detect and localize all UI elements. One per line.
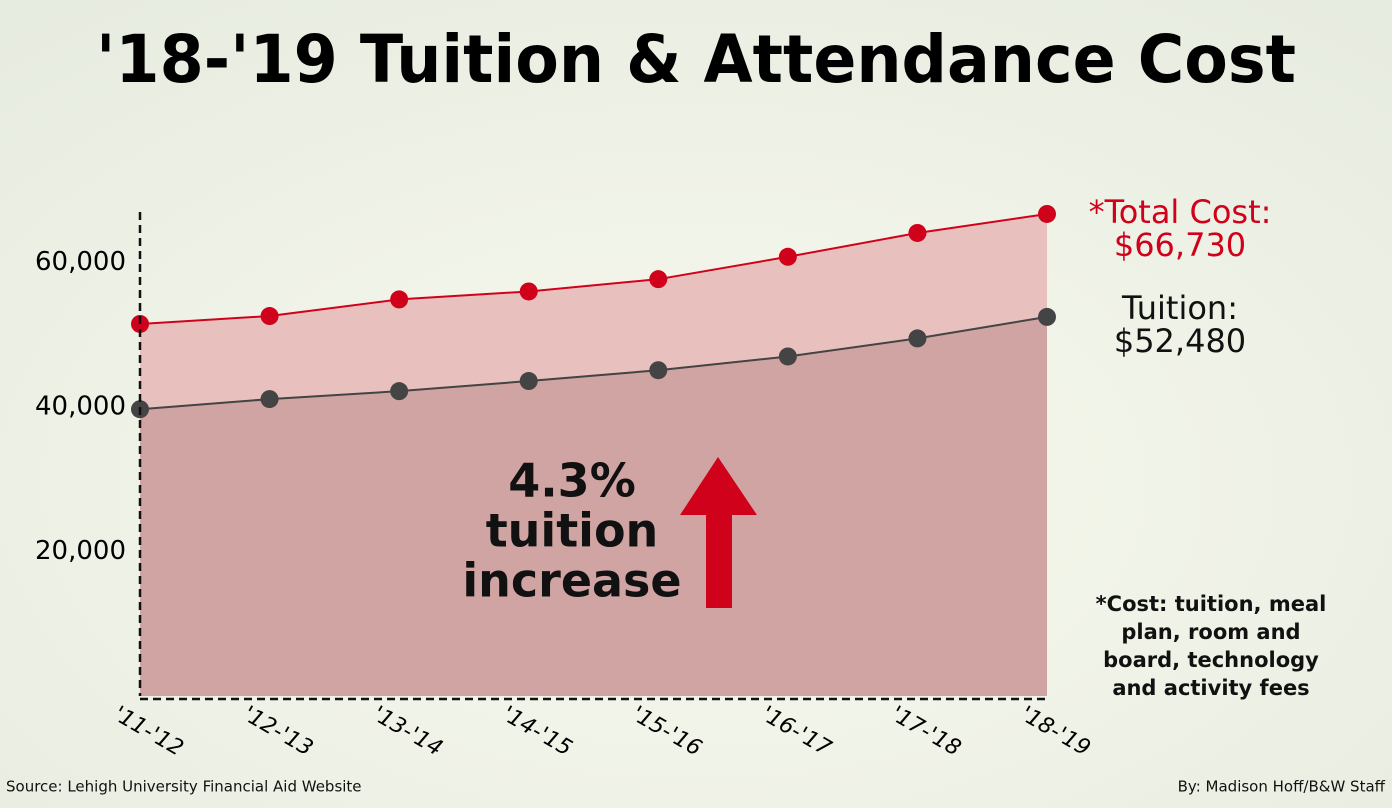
increase-arrow bbox=[680, 457, 757, 608]
credit: By: Madison Hoff/B&W Staff bbox=[1178, 778, 1386, 796]
data-point bbox=[390, 290, 409, 309]
data-point bbox=[1038, 307, 1056, 326]
cost-note: *Cost: tuition, meal bbox=[1096, 592, 1327, 616]
data-point bbox=[1038, 204, 1056, 223]
total-cost-value: $66,730 bbox=[1114, 226, 1246, 264]
increase-text: increase bbox=[462, 554, 681, 608]
data-point bbox=[260, 307, 279, 326]
tuition-value: $52,480 bbox=[1114, 322, 1246, 360]
annotations: *Total Cost:$66,730 Tuition:$52,480 4.3%tu… bbox=[6, 193, 1386, 796]
increase-text: tuition bbox=[486, 504, 659, 558]
data-point bbox=[649, 270, 668, 289]
area bbox=[140, 316, 1047, 696]
tuition-label: Tuition: bbox=[1121, 289, 1238, 327]
y-tick-label: 20,000 bbox=[35, 536, 126, 566]
data-point bbox=[390, 382, 409, 401]
data-point bbox=[778, 247, 797, 266]
data-point bbox=[908, 223, 927, 242]
cost-note: plan, room and bbox=[1121, 620, 1300, 644]
data-point bbox=[778, 347, 797, 366]
cost-note: and activity fees bbox=[1112, 676, 1309, 700]
data-point bbox=[649, 361, 668, 380]
data-point bbox=[519, 372, 538, 391]
line bbox=[139, 315, 1048, 411]
source: Source: Lehigh University Financial Aid … bbox=[6, 778, 362, 796]
cost-note: board, technology bbox=[1103, 648, 1319, 672]
data-point bbox=[908, 329, 927, 348]
chart-title: '18-'19 Tuition & Attendance Cost bbox=[96, 21, 1296, 98]
increase-text: 4.3% bbox=[508, 454, 636, 508]
y-tick-label: 40,000 bbox=[35, 392, 126, 422]
total-cost-label: *Total Cost: bbox=[1089, 193, 1272, 231]
y-tick-label: 60,000 bbox=[35, 247, 126, 277]
data-point bbox=[519, 282, 538, 301]
data-point bbox=[260, 390, 279, 409]
line bbox=[139, 212, 1048, 325]
